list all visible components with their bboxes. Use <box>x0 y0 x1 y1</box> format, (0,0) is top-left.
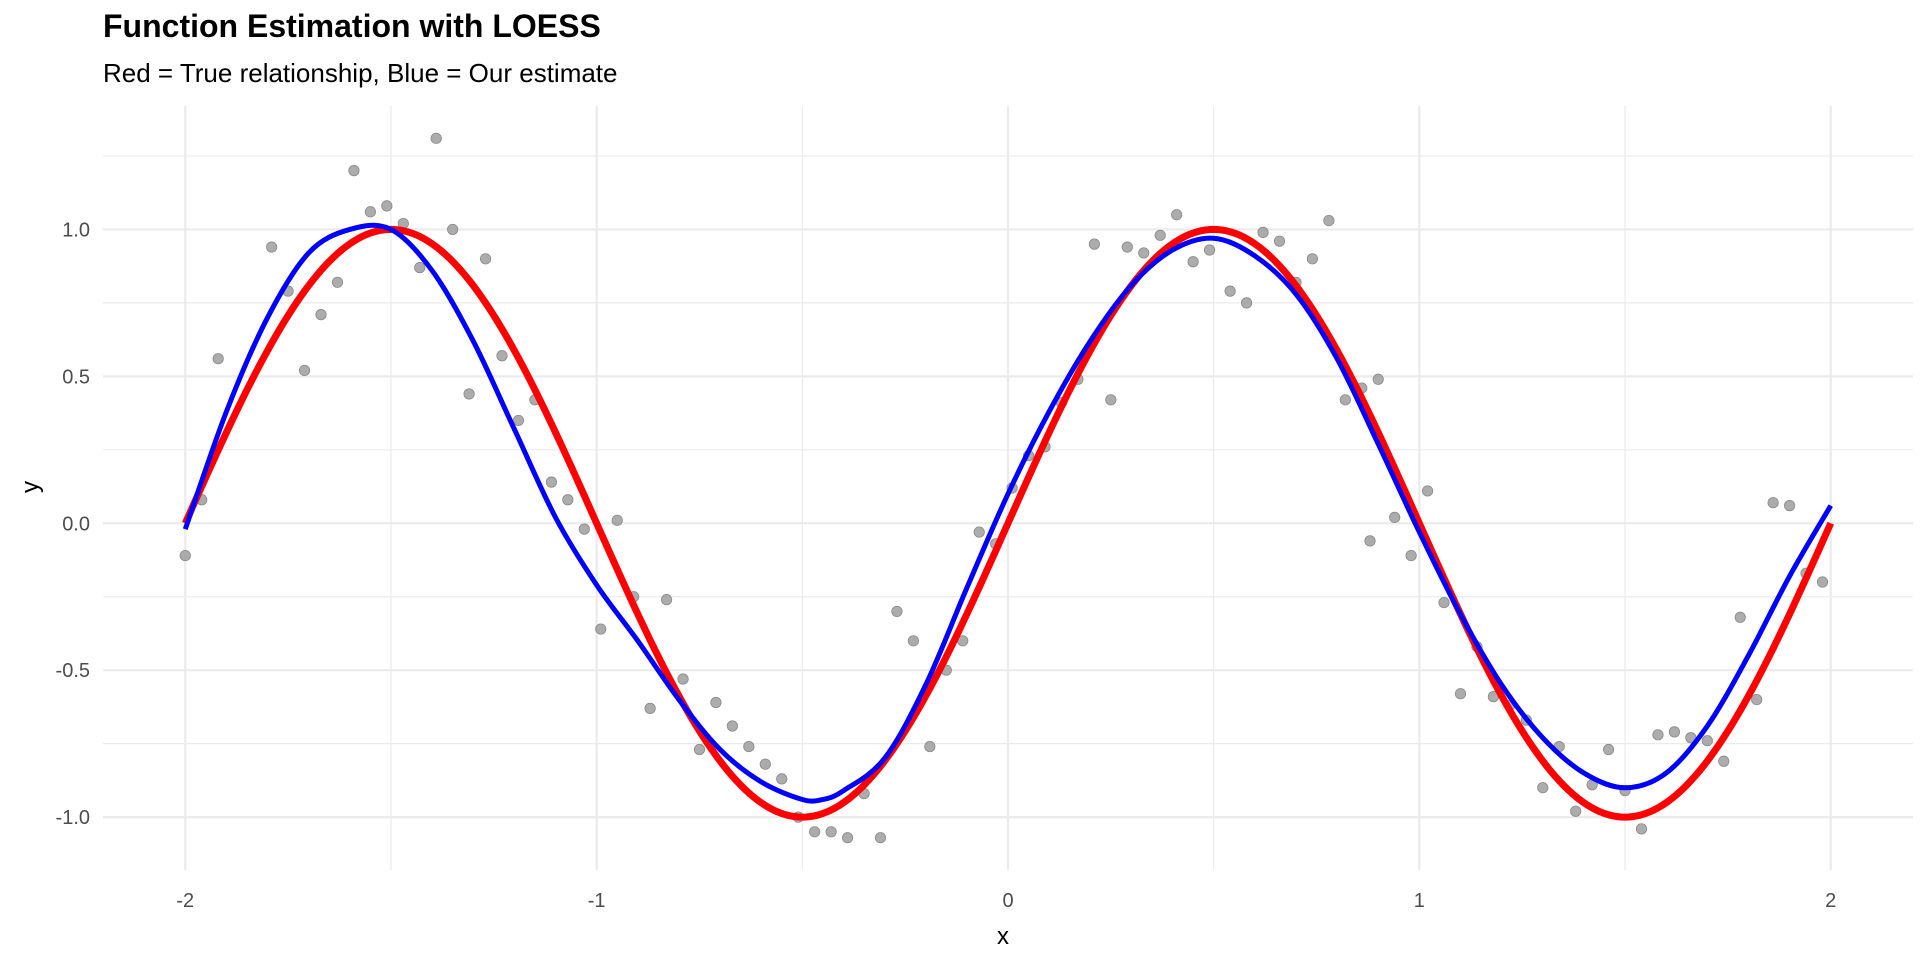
data-point <box>463 388 475 400</box>
x-tick-label: -1 <box>588 890 606 912</box>
data-point <box>1372 373 1384 385</box>
data-point <box>1306 253 1319 265</box>
data-point <box>315 309 327 321</box>
data-point <box>874 832 887 844</box>
data-point <box>776 773 788 785</box>
data-point <box>1323 215 1335 227</box>
data-point <box>1405 549 1417 562</box>
x-tick-label: 2 <box>1825 890 1836 912</box>
data-point <box>179 549 191 562</box>
data-point <box>743 740 755 753</box>
data-point <box>1273 235 1286 247</box>
data-point <box>1454 688 1467 700</box>
data-point <box>1364 535 1376 547</box>
data-point <box>1389 511 1401 523</box>
data-point <box>266 241 278 253</box>
data-point <box>1121 241 1133 253</box>
data-point <box>710 696 722 709</box>
data-point <box>611 514 623 526</box>
data-point <box>1783 500 1796 512</box>
data-point <box>891 605 903 618</box>
data-point <box>841 832 854 844</box>
y-axis-title: y <box>17 481 44 493</box>
x-tick-label: 1 <box>1414 890 1425 912</box>
data-point <box>595 623 607 635</box>
data-point <box>1105 394 1117 406</box>
data-point <box>973 526 985 538</box>
data-point <box>644 702 656 714</box>
y-tick-label: 1.0 <box>62 219 90 241</box>
data-point <box>1701 735 1713 747</box>
data-point <box>1570 805 1582 817</box>
data-point <box>1171 209 1183 221</box>
data-point <box>759 758 771 770</box>
curves <box>182 222 1834 821</box>
data-point <box>1240 297 1253 309</box>
data-point <box>1652 729 1664 741</box>
x-tick-label: 0 <box>1002 890 1013 912</box>
data-point <box>660 594 673 606</box>
chart-title: Function Estimation with LOESS <box>103 8 601 44</box>
y-tick-label: -0.5 <box>56 660 90 682</box>
data-point <box>1138 247 1150 259</box>
data-point <box>1224 285 1236 297</box>
data-point <box>1751 693 1763 706</box>
x-tick-label: -2 <box>176 890 194 912</box>
data-point <box>1635 823 1648 835</box>
data-point <box>364 206 376 218</box>
y-tick-label: -1.0 <box>56 807 90 829</box>
data-point <box>1203 244 1216 256</box>
data-point <box>545 476 557 488</box>
data-point <box>1537 782 1549 794</box>
data-point <box>1339 394 1351 406</box>
data-point <box>825 826 837 838</box>
data-point <box>381 200 393 212</box>
data-point <box>1187 256 1199 268</box>
y-tick-label: 0.5 <box>62 366 90 388</box>
data-point <box>1718 755 1730 767</box>
data-point <box>414 262 426 274</box>
data-point <box>677 673 689 685</box>
data-point <box>924 740 936 753</box>
data-point <box>562 494 574 506</box>
data-point <box>479 253 492 265</box>
data-point <box>578 523 590 535</box>
data-point <box>212 353 224 365</box>
data-point <box>1767 497 1779 509</box>
data-point <box>496 350 508 362</box>
y-tick-label: 0.0 <box>62 513 90 535</box>
tick-labels: -2 -1 0 1 2 -1.0 -0.5 0.0 0.5 1.0 <box>56 219 1837 912</box>
x-axis-title: x <box>997 923 1009 950</box>
chart-subtitle: Red = True relationship, Blue = Our esti… <box>103 58 618 88</box>
data-point <box>809 826 821 838</box>
data-point <box>298 364 311 377</box>
data-point <box>512 414 525 427</box>
data-point <box>1816 576 1829 588</box>
data-point <box>1602 743 1615 756</box>
true-relationship-line <box>182 225 1834 821</box>
data-point <box>1088 238 1100 250</box>
data-point <box>447 223 459 236</box>
data-point <box>726 720 738 732</box>
estimate-line <box>182 222 1833 804</box>
data-point <box>1257 226 1269 238</box>
data-point <box>1438 596 1450 609</box>
data-point <box>430 132 442 144</box>
data-point <box>331 276 344 288</box>
data-point <box>693 743 706 756</box>
data-point <box>1734 611 1746 623</box>
data-point <box>1421 485 1434 497</box>
data-point <box>348 165 360 177</box>
data-point <box>1668 726 1681 738</box>
data-point <box>1154 229 1166 241</box>
data-point <box>907 635 919 647</box>
